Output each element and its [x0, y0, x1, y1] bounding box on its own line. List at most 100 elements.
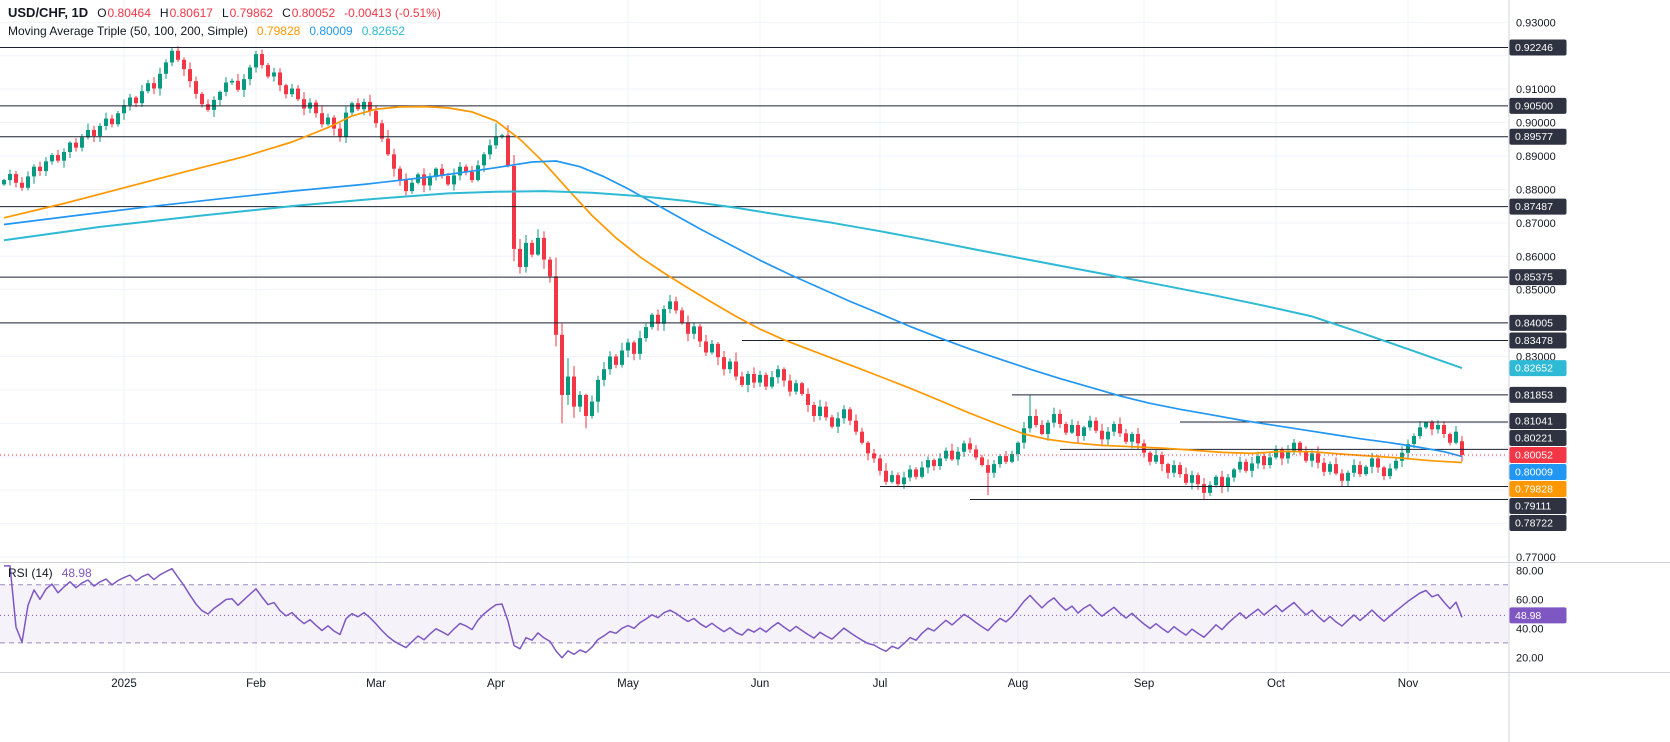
candle-body: [56, 155, 60, 161]
candle-body: [602, 369, 606, 380]
candle-body: [26, 176, 30, 188]
price-level-lines[interactable]: [0, 47, 1508, 500]
candle-body: [248, 67, 252, 80]
candle-body: [680, 310, 684, 323]
candle-body: [638, 338, 642, 354]
candle-body: [518, 248, 522, 267]
candle-body: [962, 443, 966, 452]
candle-body: [812, 404, 816, 416]
candle-body: [284, 85, 288, 95]
candle-body: [1004, 456, 1008, 462]
candle-body: [704, 341, 708, 353]
candle-body: [1088, 420, 1092, 428]
candle-body: [758, 374, 762, 383]
symbol-title[interactable]: USD/CHF, 1D: [8, 5, 89, 20]
candle-body: [650, 314, 654, 328]
candle-body: [1034, 415, 1038, 425]
rsi-tick-label: 60.00: [1516, 594, 1544, 606]
candle-body: [902, 477, 906, 485]
candle-body: [980, 457, 984, 466]
candle-body: [626, 342, 630, 351]
candle-body: [272, 72, 276, 77]
candle-body: [746, 373, 750, 385]
candle-body: [890, 475, 894, 482]
rsi-indicator-label[interactable]: RSI (14): [8, 566, 53, 580]
price-tick-label: 0.86000: [1516, 251, 1556, 263]
price-axis[interactable]: 0.93000 0.91000 0.90000 0.89000 0.88000 0.870…: [1509, 17, 1567, 564]
candle-body: [1100, 430, 1104, 440]
price-badge: [1509, 386, 1567, 403]
candle-body: [158, 73, 162, 89]
candle-body: [866, 442, 870, 454]
price-tick-label: 0.89000: [1516, 151, 1556, 163]
candle-body: [494, 136, 498, 146]
candle-body: [536, 237, 540, 255]
candle-body: [722, 357, 726, 370]
candle-body: [320, 113, 324, 125]
price-badge: [1509, 128, 1567, 145]
candle-body: [1340, 473, 1344, 481]
candle-body: [872, 453, 876, 459]
candle-body: [332, 117, 336, 129]
candle-body: [170, 50, 174, 63]
candle-body: [422, 174, 426, 186]
rsi-axis[interactable]: 80.00 60.00 40.00 20.00 48.98: [1509, 565, 1567, 664]
candle-body: [968, 443, 972, 450]
candle-body: [998, 456, 1002, 465]
candle-body: [1208, 485, 1212, 493]
ma100-line[interactable]: [3, 160, 1463, 458]
candle-body: [524, 242, 528, 267]
candle-body: [584, 394, 588, 416]
ma200-line[interactable]: [3, 190, 1463, 370]
candle-body: [1262, 456, 1266, 466]
candle-body: [1430, 421, 1434, 430]
candle-body: [788, 380, 792, 392]
candle-body: [458, 166, 462, 176]
candle-body: [698, 326, 702, 342]
price-badge-label: 0.79828: [1515, 484, 1553, 496]
rsi-value: 48.98: [61, 566, 92, 580]
candle-body: [470, 172, 474, 181]
ma50-line[interactable]: [3, 105, 1463, 464]
candle-body: [446, 176, 450, 185]
candle-body: [206, 104, 210, 110]
candle-body: [398, 168, 402, 181]
candle-body: [1094, 420, 1098, 431]
candle-body: [380, 123, 384, 139]
candle-body: [1214, 476, 1218, 486]
rsi-line[interactable]: [4, 565, 1463, 659]
candle-body: [854, 420, 858, 432]
candle-body: [62, 152, 66, 161]
candle-body: [1274, 449, 1278, 458]
time-axis[interactable]: 2025 Feb Mar Apr May Jun Jul Aug Sep Oct Nov: [111, 678, 1418, 690]
candle-body: [500, 135, 504, 137]
candle-body: [1022, 428, 1026, 443]
candle-body: [884, 470, 888, 482]
candle-body: [938, 458, 942, 467]
candle-body: [566, 376, 570, 395]
open-number: 0.80464: [107, 5, 151, 20]
high-label: H: [159, 5, 169, 20]
candle-body: [1136, 434, 1140, 444]
price-tick-label: 0.88000: [1516, 184, 1556, 196]
ma-indicator-label[interactable]: Moving Average Triple (50, 100, 200, Sim…: [8, 24, 248, 38]
candle-body: [1052, 413, 1056, 423]
candle-body: [560, 334, 564, 395]
time-tick-label: Oct: [1267, 678, 1286, 690]
candle-body: [926, 460, 930, 468]
candle-body: [122, 105, 126, 114]
candle-body: [1184, 474, 1188, 483]
candle-body: [1256, 456, 1260, 464]
candle-body: [386, 138, 390, 155]
candle-body: [1322, 462, 1326, 472]
change-value: -0.00413 (-0.51%): [344, 5, 441, 20]
low-label: L: [221, 5, 229, 20]
candle-body: [776, 369, 780, 378]
rsi-pane[interactable]: [0, 565, 1508, 659]
candle-body: [548, 259, 552, 277]
price-badge: [1509, 97, 1567, 114]
candle-body: [842, 409, 846, 419]
candle-body: [1442, 425, 1446, 435]
candle-body: [1376, 458, 1380, 468]
